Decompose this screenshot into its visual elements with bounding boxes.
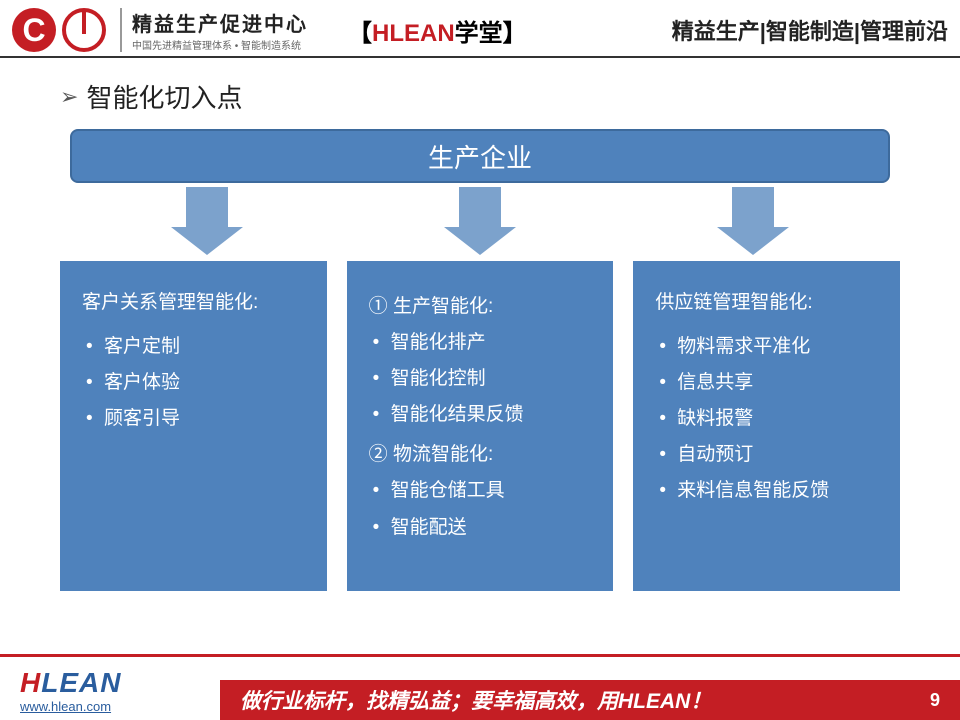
footer-bar: 做行业标杆，找精弘益；要幸福高效，用HLEAN！ 9 — [220, 680, 960, 720]
bracket-close: 】 — [503, 20, 527, 47]
list-item: 客户体验 — [82, 365, 309, 401]
chevron-icon: ➢ — [60, 84, 78, 110]
footer-left: HLEAN www.hlean.com — [0, 667, 121, 720]
bracket-open: 【 — [348, 20, 372, 47]
list-item: 智能化控制 — [369, 361, 596, 397]
brand-suffix: 学堂 — [455, 20, 503, 47]
footer-slogan: 做行业标杆，找精弘益；要幸福高效，用HLEAN！ — [240, 685, 711, 715]
group-heading: ② 物流智能化: — [369, 437, 596, 473]
column-supply: 供应链管理智能化: 物料需求平准化 信息共享 缺料报警 自动预订 来料信息智能反… — [633, 261, 900, 591]
group-heading: ① 生产智能化: — [369, 289, 596, 325]
list-item: 信息共享 — [655, 365, 882, 401]
header-center: 【HLEAN学堂】 — [348, 13, 527, 48]
logo-subtitle: 中国先进精益管理体系 • 智能制造系统 — [132, 37, 308, 52]
arrows-row — [70, 183, 890, 261]
logo-c-icon: C — [12, 8, 56, 52]
list-item: 智能配送 — [369, 510, 596, 546]
footer-url: www.hlean.com — [20, 699, 121, 714]
list-item: 来料信息智能反馈 — [655, 473, 882, 509]
column-customer: 客户关系管理智能化: 客户定制 客户体验 顾客引导 — [60, 261, 327, 591]
footer-brand: HLEAN — [20, 667, 121, 699]
list-item: 顾客引导 — [82, 401, 309, 437]
list-item: 智能化结果反馈 — [369, 397, 596, 433]
column-production: ① 生产智能化: 智能化排产 智能化控制 智能化结果反馈 ② 物流智能化: 智能… — [347, 261, 614, 591]
col-title: 供应链管理智能化: — [655, 285, 882, 321]
top-box: 生产企业 — [70, 129, 890, 183]
list-item: 智能化排产 — [369, 325, 596, 361]
section-title: ➢ 智能化切入点 — [60, 78, 900, 115]
logo-title: 精益生产促进中心 — [132, 8, 308, 37]
logo-text: 精益生产促进中心 中国先进精益管理体系 • 智能制造系统 — [120, 8, 308, 52]
down-arrow-icon — [177, 187, 237, 255]
list-item: 客户定制 — [82, 329, 309, 365]
list-item: 自动预订 — [655, 437, 882, 473]
brand-rest: LEAN — [41, 667, 121, 698]
col-list: 智能化排产 智能化控制 智能化结果反馈 — [369, 325, 596, 433]
content: ➢ 智能化切入点 生产企业 客户关系管理智能化: 客户定制 客户体验 顾客引导 … — [0, 58, 960, 591]
list-item: 缺料报警 — [655, 401, 882, 437]
logo-area: C 精益生产促进中心 中国先进精益管理体系 • 智能制造系统 — [12, 8, 308, 52]
section-title-text: 智能化切入点 — [86, 78, 242, 115]
down-arrow-icon — [450, 187, 510, 255]
down-arrow-icon — [723, 187, 783, 255]
col-list: 智能仓储工具 智能配送 — [369, 473, 596, 545]
list-item: 物料需求平准化 — [655, 329, 882, 365]
header: C 精益生产促进中心 中国先进精益管理体系 • 智能制造系统 【HLEAN学堂】… — [0, 0, 960, 58]
brand-h: H — [20, 667, 41, 698]
col-title: 客户关系管理智能化: — [82, 285, 309, 321]
header-right: 精益生产|智能制造|管理前沿 — [672, 14, 948, 46]
brand-hlean: HLEAN — [372, 20, 455, 47]
col-list: 物料需求平准化 信息共享 缺料报警 自动预订 来料信息智能反馈 — [655, 329, 882, 509]
page-number: 9 — [930, 690, 940, 711]
logo-ring-icon — [62, 8, 106, 52]
col-list: 客户定制 客户体验 顾客引导 — [82, 329, 309, 437]
footer-divider — [0, 654, 960, 657]
footer: HLEAN www.hlean.com 做行业标杆，找精弘益；要幸福高效，用HL… — [0, 660, 960, 720]
columns-row: 客户关系管理智能化: 客户定制 客户体验 顾客引导 ① 生产智能化: 智能化排产… — [60, 261, 900, 591]
list-item: 智能仓储工具 — [369, 473, 596, 509]
